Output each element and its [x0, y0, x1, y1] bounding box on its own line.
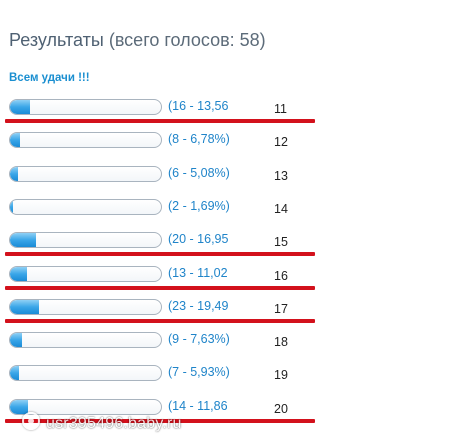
progress-bar-fill [10, 167, 18, 181]
vote-count-percent: (6 - 5,08%) [168, 166, 230, 180]
option-number: 17 [274, 302, 288, 316]
progress-bar [9, 365, 162, 381]
poll-title: Результаты (всего голосов: 58) [9, 30, 266, 51]
progress-bar-fill [10, 133, 20, 147]
progress-bar-fill [10, 366, 19, 380]
progress-bar [9, 132, 162, 148]
option-number: 14 [274, 202, 288, 216]
option-number: 16 [274, 269, 288, 283]
option-number: 15 [274, 235, 288, 249]
progress-bar [9, 99, 162, 115]
poll-subtitle: Всем удачи !!! [9, 72, 90, 84]
poll-result-row: (14 - 11,86 20 [0, 398, 468, 430]
progress-bar-fill [10, 100, 30, 114]
progress-bar [9, 232, 162, 248]
progress-bar-fill [10, 300, 39, 314]
vote-count-percent: (20 - 16,95 [168, 232, 229, 246]
vote-count-percent: (8 - 6,78%) [168, 132, 230, 146]
poll-result-row: (23 - 19,49 17 [0, 298, 468, 330]
vote-count-percent: (2 - 1,69%) [168, 199, 230, 213]
poll-title-total-votes: (всего голосов: 58) [108, 30, 266, 50]
poll-title-main: Результаты [9, 30, 104, 50]
progress-bar-fill [10, 400, 28, 414]
red-highlight-line [5, 252, 315, 256]
poll-result-row: (8 - 6,78%) 12 [0, 131, 468, 163]
progress-bar-fill [10, 200, 13, 214]
progress-bar-fill [10, 233, 36, 247]
option-number: 20 [274, 402, 288, 416]
watermark: usr395496.baby.ru [22, 412, 182, 433]
progress-bar [9, 199, 162, 215]
red-highlight-line [5, 419, 315, 423]
red-highlight-line [5, 119, 315, 123]
poll-result-row: (2 - 1,69%) 14 [0, 198, 468, 230]
progress-bar-fill [10, 267, 27, 281]
poll-result-row: (20 - 16,95 15 [0, 231, 468, 263]
progress-bar [9, 266, 162, 282]
poll-result-row: (6 - 5,08%) 13 [0, 165, 468, 197]
poll-result-row: (7 - 5,93%) 19 [0, 364, 468, 396]
vote-count-percent: (23 - 19,49 [168, 299, 229, 313]
vote-count-percent: (14 - 11,86 [168, 399, 228, 413]
option-number: 12 [274, 135, 288, 149]
progress-bar [9, 166, 162, 182]
red-highlight-line [5, 286, 315, 290]
watermark-text: usr395496.baby.ru [46, 415, 182, 432]
poll-result-row: (9 - 7,63%) 18 [0, 331, 468, 363]
option-number: 19 [274, 368, 288, 382]
baby-ru-logo-icon [22, 412, 40, 430]
vote-count-percent: (9 - 7,63%) [168, 332, 230, 346]
option-number: 11 [274, 102, 287, 116]
option-number: 18 [274, 335, 288, 349]
progress-bar-fill [10, 333, 22, 347]
option-number: 13 [274, 169, 288, 183]
poll-result-row: (16 - 13,56 11 [0, 98, 468, 130]
red-highlight-line [5, 319, 315, 323]
vote-count-percent: (16 - 13,56 [168, 99, 229, 113]
vote-count-percent: (7 - 5,93%) [168, 365, 230, 379]
poll-result-row: (13 - 11,02 16 [0, 265, 468, 297]
vote-count-percent: (13 - 11,02 [168, 266, 228, 280]
progress-bar [9, 399, 162, 415]
progress-bar [9, 332, 162, 348]
progress-bar [9, 299, 162, 315]
